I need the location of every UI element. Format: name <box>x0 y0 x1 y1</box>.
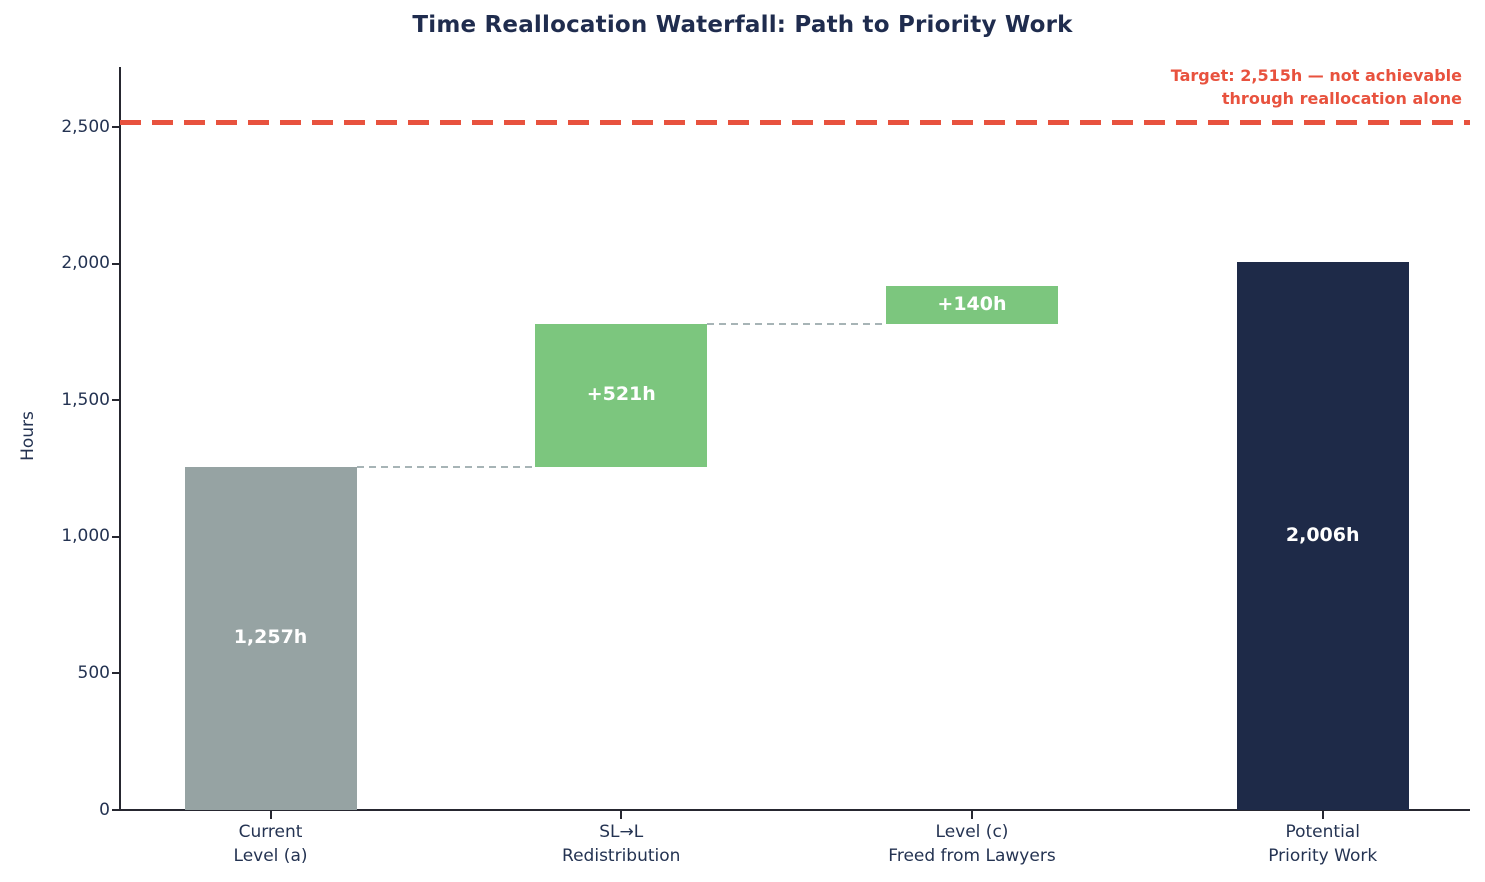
x-tick-mark-sl-to-l-redistribution <box>620 811 623 819</box>
bar-value-label-sl-to-l-redistribution: +521h <box>586 383 656 406</box>
y-axis-spine <box>119 67 121 811</box>
x-tick-label-line: Current <box>238 822 303 842</box>
target-annotation-line1: Target: 2,515h — not achievable <box>1170 66 1462 85</box>
connector-line-1 <box>707 323 886 326</box>
x-tick-label-line: Priority Work <box>1268 846 1378 866</box>
y-tick-mark-2000 <box>112 262 120 265</box>
target-annotation-line2: through reallocation alone <box>1221 89 1462 108</box>
bar-potential-priority-work <box>1236 262 1409 810</box>
bar-level-c-freed-from-lawyers <box>885 286 1058 325</box>
x-tick-label-level-c-freed-from-lawyers: Level (c) Freed from Lawyers <box>842 820 1102 868</box>
bar-value-label-current-level-a: 1,257h <box>233 626 308 649</box>
target-line <box>120 120 1470 126</box>
y-tick-label-1000: 1,000 <box>61 526 110 547</box>
bar-value-label-level-c-freed-from-lawyers: +140h <box>937 293 1007 316</box>
x-tick-mark-level-c-freed-from-lawyers <box>970 811 973 819</box>
x-axis-spine <box>119 809 1470 811</box>
bar-value-label-potential-priority-work: 2,006h <box>1285 524 1360 547</box>
y-tick-label-2500: 2,500 <box>61 116 110 137</box>
y-tick-mark-1500 <box>112 399 120 402</box>
bar-sl-to-l-redistribution <box>535 324 708 467</box>
y-tick-label-1500: 1,500 <box>61 389 110 410</box>
x-tick-label-current-level-a: Current Level (a) <box>141 820 401 868</box>
x-tick-mark-current-level-a <box>269 811 272 819</box>
y-tick-label-500: 500 <box>77 662 110 683</box>
x-tick-label-potential-priority-work: Potential Priority Work <box>1193 820 1453 868</box>
y-tick-label-0: 0 <box>99 799 110 820</box>
y-tick-mark-0 <box>112 809 120 811</box>
y-tick-mark-1000 <box>112 535 120 538</box>
connector-line-0 <box>356 465 536 468</box>
x-tick-label-line: SL→L <box>599 822 644 842</box>
x-tick-label-sl-to-l-redistribution: SL→L Redistribution <box>491 820 751 868</box>
target-annotation: Target: 2,515h — not achievable through … <box>1171 64 1462 110</box>
y-tick-mark-500 <box>112 672 120 675</box>
y-tick-mark-2500 <box>112 126 120 129</box>
bar-current-level-a <box>184 466 357 810</box>
x-tick-label-line: Redistribution <box>562 846 681 866</box>
x-tick-label-line: Potential <box>1285 822 1360 842</box>
x-tick-mark-potential-priority-work <box>1321 811 1324 819</box>
x-tick-label-line: Freed from Lawyers <box>888 846 1056 866</box>
y-tick-label-2000: 2,000 <box>61 253 110 274</box>
chart-title: Time Reallocation Waterfall: Path to Pri… <box>412 12 1073 38</box>
x-tick-label-line: Level (c) <box>935 822 1009 842</box>
x-tick-label-line: Level (a) <box>233 846 308 866</box>
